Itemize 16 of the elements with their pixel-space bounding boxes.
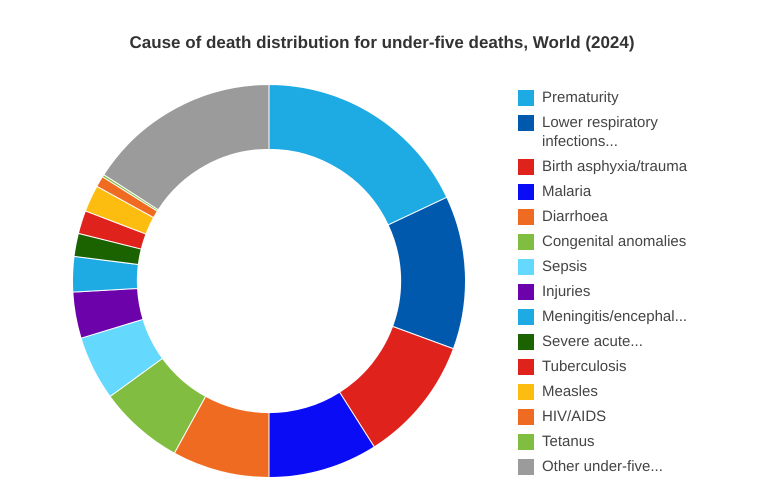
- legend-label: Lower respiratory infections...: [542, 113, 659, 151]
- legend-label: Tetanus: [542, 432, 596, 451]
- legend-label: Malaria: [542, 182, 592, 201]
- legend-label: Severe acute...: [542, 332, 644, 351]
- chart-title: Cause of death distribution for under-five deaths, World (2024): [128, 33, 636, 53]
- legend-label: Other under-five...: [542, 457, 664, 476]
- legend-label: Tuberculosis: [542, 357, 628, 376]
- legend-label: Measles: [542, 382, 599, 401]
- legend-label: Birth asphyxia/trauma: [542, 157, 688, 176]
- legend-label: Sepsis: [542, 257, 588, 276]
- legend-label: HIV/AIDS: [542, 407, 608, 426]
- legend-label: Prematurity: [542, 88, 620, 107]
- legend-label: Diarrhoea: [542, 207, 609, 226]
- legend-label: Meningitis/encephal...: [542, 307, 688, 326]
- legend-label: Congenital anomalies: [542, 232, 688, 251]
- legend-label: Injuries: [542, 282, 592, 301]
